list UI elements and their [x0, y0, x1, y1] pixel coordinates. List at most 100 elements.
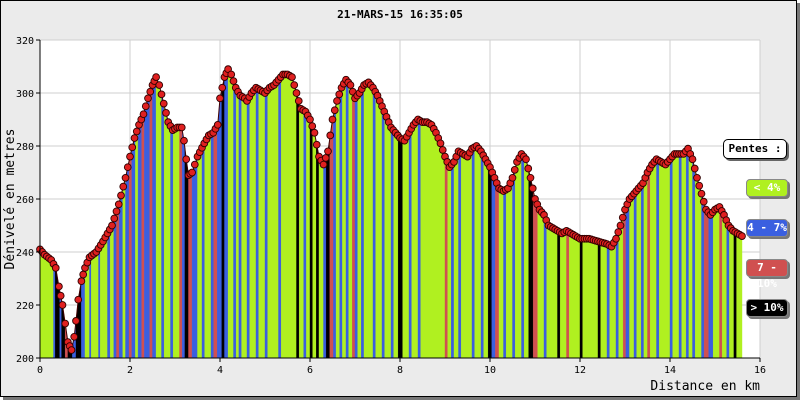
profile-point — [177, 123, 186, 132]
slope-band-green — [227, 68, 234, 359]
slope-band-blue — [390, 126, 394, 359]
slope-band-blue — [182, 130, 186, 359]
slope-band-blue — [333, 104, 337, 359]
slope-band-red — [719, 206, 723, 359]
slope-band-blue — [119, 188, 123, 359]
profile-point — [292, 89, 301, 97]
slope-band-green — [474, 145, 482, 359]
profile-point — [227, 70, 236, 79]
axes: 0 2 4 6 8 10 12 14 16 200 220 240 260 280 300 320 — [16, 36, 766, 376]
profile-point — [110, 214, 119, 223]
slope-band-green — [384, 112, 392, 359]
slope-band-green — [393, 130, 399, 359]
slope-band-blue — [701, 193, 705, 359]
y-axis-label: Dénivelé en metres — [3, 129, 18, 270]
slope-band-blue — [656, 158, 660, 359]
slope-band-blue — [543, 214, 547, 359]
profile-point — [528, 184, 537, 193]
slope-band-red — [179, 127, 183, 359]
slope-band-blue — [678, 153, 682, 359]
profile-point — [77, 277, 86, 286]
slope-band-green — [197, 147, 203, 359]
slope-band-green — [110, 219, 114, 359]
slope-band-black — [579, 238, 583, 359]
slope-band-green — [348, 82, 353, 359]
profile-point — [162, 109, 170, 117]
slope-band-green — [281, 74, 297, 359]
slope-band-green — [249, 87, 257, 359]
profile-point — [688, 155, 697, 164]
slope-band-black — [597, 241, 601, 359]
slope-band-green — [312, 127, 317, 359]
slope-band-red — [623, 207, 627, 359]
slope-band-red — [116, 202, 120, 359]
slope-band-green — [318, 155, 324, 359]
profile-point — [72, 317, 80, 325]
slope-band-blue — [633, 189, 637, 359]
slope-band-green — [204, 133, 212, 359]
slope-band-black — [557, 230, 561, 359]
profile-point — [312, 140, 321, 149]
slope-band-red — [444, 156, 448, 359]
slope-band-black — [398, 135, 403, 359]
profile-point — [510, 166, 519, 174]
profile-point — [229, 77, 238, 85]
slope-band-blue — [692, 159, 696, 359]
profile-point — [294, 97, 303, 105]
profile-point — [130, 134, 139, 142]
profile-point — [188, 168, 196, 177]
slope-band-blue — [255, 87, 259, 359]
slope-band-blue — [233, 81, 237, 359]
slope-band-green — [672, 153, 680, 359]
profile-point — [121, 173, 130, 182]
slope-band-blue — [89, 255, 92, 359]
slope-band-green — [659, 158, 671, 359]
profile-point — [67, 346, 76, 354]
profile-point — [308, 122, 317, 130]
profile-point — [346, 81, 355, 89]
profile-point — [70, 332, 79, 341]
x-tick-label: 6 — [307, 365, 313, 376]
slope-band-blue — [669, 155, 673, 359]
slope-band-blue — [53, 263, 56, 359]
profile-point — [306, 115, 314, 124]
y-tick-label: 260 — [16, 195, 34, 206]
slope-band-green — [483, 155, 489, 359]
profile-points — [36, 65, 746, 354]
slope-band-green — [155, 77, 162, 359]
profile-point — [438, 146, 447, 154]
y-tick-label: 240 — [16, 248, 34, 259]
slope-band-green — [537, 205, 545, 359]
slope-band-blue — [615, 230, 619, 359]
legend-slope-under-4: < 4% — [746, 179, 788, 197]
slope-band-red — [149, 84, 153, 359]
slope-band-black — [488, 163, 492, 359]
x-tick-label: 8 — [397, 365, 403, 376]
profile-point — [74, 295, 83, 304]
slope-band-blue — [137, 118, 142, 359]
profile-point — [321, 154, 330, 162]
slope-band-green — [100, 232, 108, 359]
slope-band-blue — [303, 110, 307, 359]
profile-point — [216, 94, 224, 103]
slope-band-black — [221, 77, 225, 359]
chart-title: 21-MARS-15 16:35:05 — [337, 8, 463, 21]
slope-band-green — [629, 193, 635, 359]
slope-band-black — [326, 138, 330, 359]
profile-point — [155, 81, 164, 89]
profile-point — [436, 139, 445, 148]
slope-band-blue — [408, 127, 412, 359]
slope-band-black — [296, 92, 300, 359]
profile-point — [330, 106, 339, 115]
slope-band-green — [335, 92, 340, 359]
x-tick-label: 0 — [37, 365, 43, 376]
slope-band-green — [546, 221, 558, 359]
slope-band-blue — [708, 211, 714, 359]
y-tick-label: 320 — [16, 36, 34, 47]
slope-band-blue — [144, 92, 150, 359]
slope-band-green — [609, 237, 617, 359]
profile-point — [119, 182, 128, 191]
y-tick-label: 220 — [16, 301, 34, 312]
profile-point — [51, 264, 60, 272]
slope-band-blue — [458, 150, 462, 359]
